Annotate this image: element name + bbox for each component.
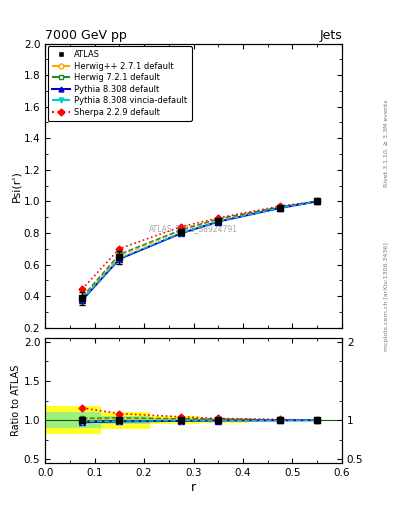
Y-axis label: Psi(r'): Psi(r') <box>11 169 21 202</box>
Text: ATLAS_2011_S8924791: ATLAS_2011_S8924791 <box>149 224 238 233</box>
Legend: ATLAS, Herwig++ 2.7.1 default, Herwig 7.2.1 default, Pythia 8.308 default, Pythi: ATLAS, Herwig++ 2.7.1 default, Herwig 7.… <box>48 46 192 121</box>
X-axis label: r: r <box>191 481 196 494</box>
Text: Jets: Jets <box>319 29 342 42</box>
Text: 7000 GeV pp: 7000 GeV pp <box>45 29 127 42</box>
Text: mcplots.cern.ch [arXiv:1306.3436]: mcplots.cern.ch [arXiv:1306.3436] <box>384 243 389 351</box>
Y-axis label: Ratio to ATLAS: Ratio to ATLAS <box>11 365 21 436</box>
Text: Rivet 3.1.10, ≥ 3.3M events: Rivet 3.1.10, ≥ 3.3M events <box>384 99 389 187</box>
